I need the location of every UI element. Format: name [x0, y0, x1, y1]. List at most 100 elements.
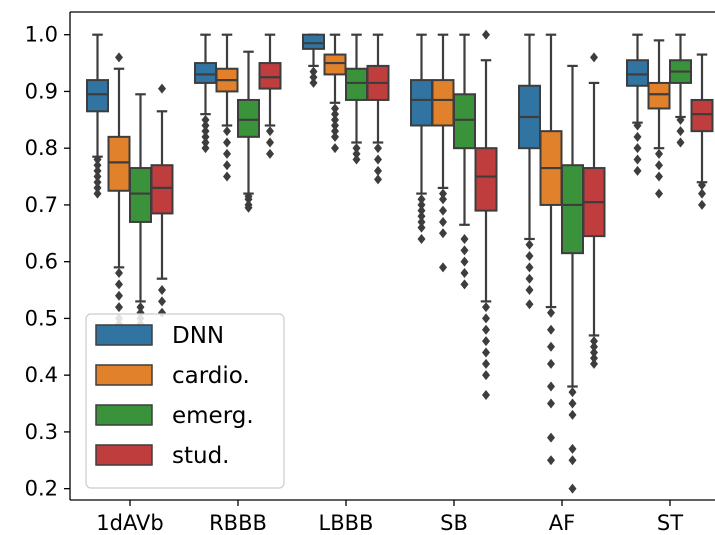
- outlier-point: [439, 194, 447, 205]
- outlier-point: [460, 233, 469, 244]
- outlier-point: [439, 188, 447, 199]
- legend-item-stud: stud.: [95, 443, 230, 469]
- y-tick-label: 0.7: [25, 193, 58, 217]
- outlier-point: [417, 216, 426, 227]
- outlier-point: [309, 66, 318, 77]
- axes-frame: [69, 11, 715, 501]
- outlier-point: [547, 455, 555, 466]
- legend-item-cardio: cardio.: [95, 363, 250, 389]
- outlier-point: [352, 148, 361, 159]
- outlier-point: [525, 251, 534, 261]
- outlier-point: [460, 256, 469, 267]
- outlier-point: [525, 273, 534, 284]
- outlier-point: [547, 307, 555, 318]
- outlier-point: [698, 199, 706, 210]
- outlier-point: [93, 160, 102, 171]
- outlier-point: [568, 409, 577, 420]
- box-AF-DNN: [518, 33, 541, 310]
- iqr-box: [258, 62, 282, 90]
- iqr-box: [194, 62, 217, 84]
- outlier-point: [482, 324, 490, 335]
- iqr-box: [302, 33, 325, 50]
- box-1dAVb-stud: [150, 83, 174, 318]
- outlier-point: [590, 358, 598, 369]
- outlier-point: [201, 131, 210, 142]
- outlier-point: [93, 188, 102, 199]
- outlier-point: [93, 182, 102, 193]
- iqr-box: [626, 59, 649, 87]
- box-LBBB-stud: [366, 33, 390, 185]
- box-SB-cardio: [431, 33, 455, 273]
- outlier-point: [158, 285, 166, 296]
- outlier-point: [633, 143, 642, 154]
- outlier-point: [223, 160, 231, 171]
- outlier-point: [460, 245, 469, 256]
- x-axis-ticks: 1dAVb RBBB LBBB SB AF ST: [96, 500, 683, 535]
- boxes-area: [86, 29, 714, 494]
- outlier-point: [633, 120, 642, 131]
- outlier-point: [201, 120, 210, 131]
- y-tick-label: 0.2: [25, 477, 58, 501]
- x-tick-label: 1dAVb: [96, 511, 163, 535]
- iqr-box: [431, 79, 455, 127]
- outlier-point: [136, 302, 145, 313]
- outlier-point: [417, 222, 426, 233]
- x-tick-label: LBBB: [319, 511, 374, 535]
- legend-item-DNN: DNN: [95, 323, 224, 349]
- iqr-box: [561, 164, 584, 255]
- outlier-point: [374, 154, 382, 165]
- outlier-point: [439, 205, 447, 216]
- outlier-point: [568, 398, 577, 409]
- box-RBBB-stud: [258, 33, 282, 159]
- outlier-point: [482, 390, 490, 401]
- box-ST-cardio: [647, 39, 671, 199]
- box-LBBB-cardio: [323, 33, 347, 154]
- outlier-point: [655, 188, 663, 199]
- outlier-point: [331, 143, 339, 154]
- iqr-box: [237, 98, 260, 138]
- outlier-point: [93, 165, 102, 176]
- outlier-point: [201, 137, 210, 148]
- outlier-point: [115, 290, 123, 301]
- y-tick-label: 1.0: [25, 23, 58, 47]
- y-tick-label: 0.6: [25, 250, 58, 274]
- outlier-point: [568, 455, 577, 466]
- outlier-point: [417, 211, 426, 222]
- box-AF-emerg: [561, 64, 584, 494]
- outlier-point: [417, 199, 426, 210]
- outlier-point: [352, 154, 361, 165]
- legend-label: stud.: [172, 443, 230, 469]
- iqr-box: [690, 98, 714, 133]
- outlier-point: [244, 194, 253, 205]
- outlier-point: [547, 324, 555, 335]
- outlier-point: [309, 77, 318, 88]
- y-tick-label: 0.3: [25, 420, 58, 444]
- outlier-point: [439, 216, 447, 227]
- box-ST-stud: [690, 53, 714, 210]
- outlier-point: [331, 120, 339, 131]
- outlier-point: [547, 381, 555, 392]
- legend-label: DNN: [172, 323, 224, 349]
- legend-swatch: [95, 364, 153, 386]
- outlier-point: [223, 171, 231, 182]
- outlier-point: [417, 205, 426, 216]
- outlier-point: [482, 358, 490, 369]
- x-tick-label: AF: [549, 511, 575, 535]
- outlier-point: [93, 171, 102, 182]
- box-AF-stud: [582, 52, 606, 369]
- outlier-point: [266, 148, 274, 159]
- x-tick-label: SB: [440, 511, 468, 535]
- legend-swatch: [95, 404, 153, 426]
- outlier-point: [115, 302, 123, 313]
- box-ST-emerg: [669, 33, 692, 148]
- outlier-point: [633, 165, 642, 176]
- outlier-point: [482, 302, 490, 313]
- outlier-point: [374, 143, 382, 154]
- box-AF-cardio: [539, 33, 563, 466]
- outlier-point: [331, 109, 339, 120]
- iqr-box: [150, 164, 174, 215]
- outlier-point: [460, 279, 469, 290]
- box-RBBB-DNN: [194, 33, 217, 154]
- legend-item-emerg: emerg.: [95, 403, 254, 429]
